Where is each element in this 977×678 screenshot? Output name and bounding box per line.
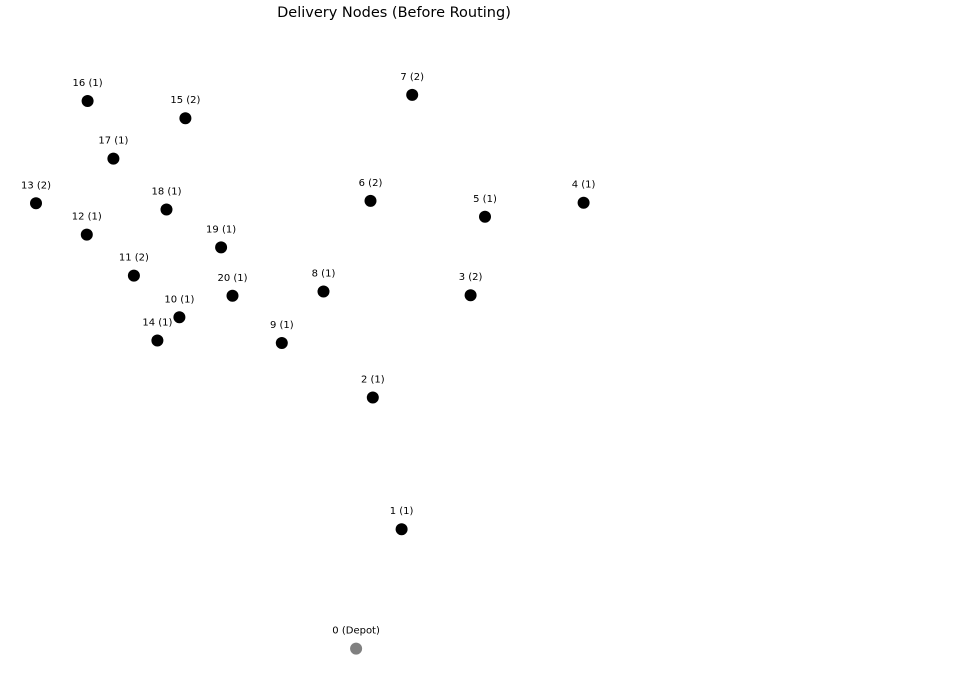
node-point	[317, 285, 330, 298]
node-point	[127, 269, 140, 282]
node-label: 10 (1)	[164, 294, 194, 305]
node-label: 20 (1)	[217, 273, 247, 284]
node-point	[179, 112, 192, 125]
node-point	[275, 337, 288, 349]
node-point	[151, 334, 164, 347]
node-label: 3 (2)	[459, 272, 483, 283]
node-label: 8 (1)	[312, 269, 336, 280]
node-label: 6 (2)	[359, 178, 383, 189]
node-label: 4 (1)	[572, 180, 596, 191]
node-point	[577, 196, 590, 209]
node-label: 16 (1)	[73, 78, 103, 89]
chart-title: Delivery Nodes (Before Routing)	[277, 5, 511, 21]
node-point	[395, 523, 408, 536]
node-label: 19 (1)	[206, 224, 236, 235]
node-label: 0 (Depot)	[332, 626, 380, 637]
node-label: 9 (1)	[270, 320, 294, 331]
node-label: 18 (1)	[151, 187, 181, 198]
node-label: 1 (1)	[390, 506, 414, 517]
node-label: 15 (2)	[170, 95, 200, 106]
node-point	[30, 197, 42, 210]
node-label: 7 (2)	[400, 72, 424, 83]
node-point	[107, 152, 120, 165]
node-point	[173, 311, 186, 324]
node-point	[479, 210, 491, 223]
node-label: 5 (1)	[473, 194, 497, 205]
node-label: 11 (2)	[119, 253, 149, 264]
depot-point	[350, 642, 363, 655]
node-point	[406, 88, 419, 101]
node-point	[226, 289, 239, 302]
node-label: 17 (1)	[98, 136, 128, 147]
node-point	[80, 228, 93, 241]
node-label: 13 (2)	[21, 180, 51, 191]
node-label: 14 (1)	[142, 318, 172, 329]
node-point	[160, 203, 173, 216]
node-label: 2 (1)	[361, 375, 385, 386]
node-point	[366, 391, 379, 404]
node-point	[81, 95, 94, 107]
node-label: 12 (1)	[72, 212, 102, 223]
node-point	[215, 241, 228, 254]
node-point	[364, 194, 377, 207]
node-point	[464, 289, 477, 302]
